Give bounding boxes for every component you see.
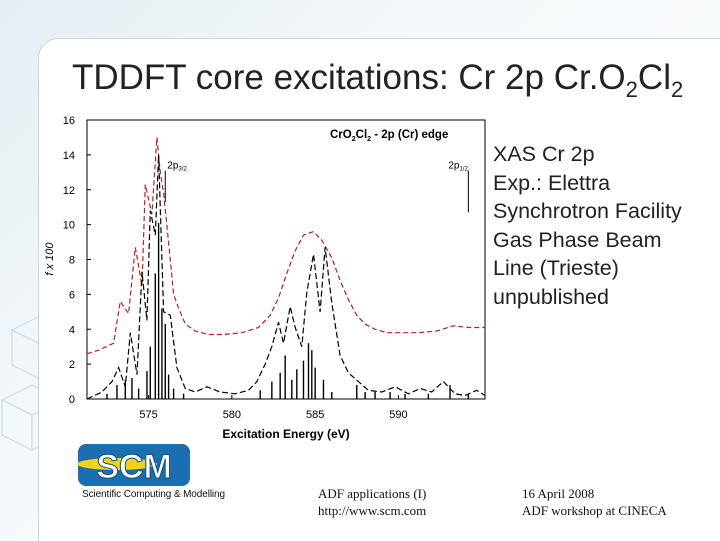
slide-title: TDDFT core excitations: Cr 2p Cr.O2Cl2 xyxy=(72,58,683,103)
stick-spectrum xyxy=(106,222,470,399)
y-axis-label: f x 100 xyxy=(44,242,56,276)
x-tick-label: 580 xyxy=(223,409,241,421)
side-line: unpublished xyxy=(493,284,609,309)
annotation-label: 2p3/2 xyxy=(167,161,187,173)
y-tick-label: 2 xyxy=(69,359,75,371)
side-line: Synchrotron Facility xyxy=(493,199,682,223)
series-lines xyxy=(86,137,486,400)
annotation-label: 2p1/2 xyxy=(448,161,468,173)
y-tick-label: 14 xyxy=(63,150,75,162)
title-sub1: 2 xyxy=(625,77,638,102)
side-line: Exp.: Elettra xyxy=(493,170,611,195)
chart-title: CrO2Cl2 - 2p (Cr) edge xyxy=(330,129,448,143)
side-line: Gas Phase Beam xyxy=(493,227,662,252)
logo-letters: SCM xyxy=(96,448,172,486)
logo-caption: Scientific Computing & Modelling xyxy=(82,489,225,500)
title-mid: Cl xyxy=(637,58,671,97)
x-tick-label: 575 xyxy=(139,409,157,421)
y-tick-label: 16 xyxy=(63,115,75,127)
x-axis-label: Excitation Energy (eV) xyxy=(222,427,349,441)
y-tick-label: 12 xyxy=(63,185,75,197)
footer-link[interactable]: http://www.scm.com xyxy=(318,503,427,518)
side-line: XAS Cr 2p xyxy=(493,142,595,166)
y-tick-label: 0 xyxy=(69,394,75,406)
footer-left: ADF applications (I) http://www.scm.com xyxy=(318,485,426,519)
footer-date: 16 April 2008 xyxy=(522,486,595,501)
title-sub2: 2 xyxy=(670,77,684,102)
y-tick-label: 6 xyxy=(69,289,75,301)
x-tick-label: 585 xyxy=(306,409,324,421)
title-main: TDDFT core excitations: Cr 2p Cr.O xyxy=(72,58,626,97)
footer-right: 16 April 2008 ADF workshop at CINECA xyxy=(522,485,667,519)
x-tick-label: 590 xyxy=(389,409,407,421)
x-axis-ticks: 575 580 585 590 xyxy=(139,395,408,421)
logo-stripe xyxy=(77,458,157,470)
footer-left-line: ADF applications (I) xyxy=(318,486,427,501)
plot-background xyxy=(44,108,490,444)
side-description: XAS Cr 2p Exp.: Elettra Synchrotron Faci… xyxy=(493,140,718,311)
y-tick-label: 10 xyxy=(63,220,75,232)
footer-event: ADF workshop at CINECA xyxy=(522,503,667,518)
theory-series-line xyxy=(86,154,486,400)
y-tick-label: 4 xyxy=(69,324,75,336)
edge-annotations: 2p3/2 2p1/2 xyxy=(164,161,469,213)
y-tick-label: 8 xyxy=(69,255,75,267)
side-line: Line (Trieste) xyxy=(493,256,619,280)
y-axis-ticks: 0 2 4 6 8 10 12 14 16 xyxy=(63,115,91,406)
scm-logo: SCM xyxy=(77,444,190,487)
experiment-series-line xyxy=(86,137,485,355)
